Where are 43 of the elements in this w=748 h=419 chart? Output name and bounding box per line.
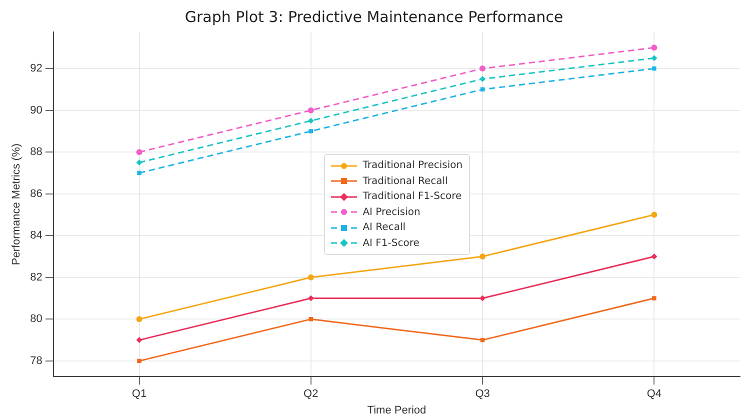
y-tick-label: 86 xyxy=(30,188,42,200)
x-tick-label: Q2 xyxy=(304,388,318,400)
point xyxy=(136,160,142,166)
y-tick-label: 90 xyxy=(30,104,42,116)
y-axis-title: Performance Metrics (%) xyxy=(10,143,23,266)
point xyxy=(308,274,314,280)
point xyxy=(137,358,142,364)
point xyxy=(136,149,142,156)
y-tick-label: 82 xyxy=(30,271,42,284)
point xyxy=(136,337,142,344)
point xyxy=(651,44,658,51)
legend-label: AI Recall xyxy=(362,222,406,234)
y-tick-label: 84 xyxy=(30,230,42,242)
legend-label: AI Precision xyxy=(362,206,420,218)
point xyxy=(652,296,656,300)
y-tick-label: 80 xyxy=(30,313,42,326)
point xyxy=(480,254,486,260)
point xyxy=(652,66,656,71)
point xyxy=(651,55,658,62)
point xyxy=(480,295,486,302)
y-tick-label: 88 xyxy=(30,146,42,158)
point xyxy=(651,212,658,218)
point xyxy=(308,118,314,124)
x-tick-label: Q1 xyxy=(132,388,147,400)
y-tick-label: 92 xyxy=(30,62,42,75)
point xyxy=(308,317,314,322)
point xyxy=(308,295,314,302)
point xyxy=(651,254,658,260)
x-tick-label: Q4 xyxy=(646,388,662,400)
x-tick-label: Q3 xyxy=(475,388,490,400)
point xyxy=(480,76,486,82)
x-axis-title: Time Period xyxy=(367,404,426,416)
legend-label: Traditional F1-Score xyxy=(362,191,462,202)
legend-label: Traditional Recall xyxy=(362,176,448,187)
point xyxy=(308,129,314,134)
chart-title: Graph Plot 3: Predictive Maintenance Performance xyxy=(184,8,564,26)
point xyxy=(480,66,486,72)
point xyxy=(308,107,314,114)
y-tick-label: 78 xyxy=(30,354,42,367)
legend-label: Traditional Precision xyxy=(362,160,463,172)
legend-label: AI F1-Score xyxy=(362,238,420,249)
point xyxy=(136,316,142,322)
point xyxy=(137,170,142,176)
